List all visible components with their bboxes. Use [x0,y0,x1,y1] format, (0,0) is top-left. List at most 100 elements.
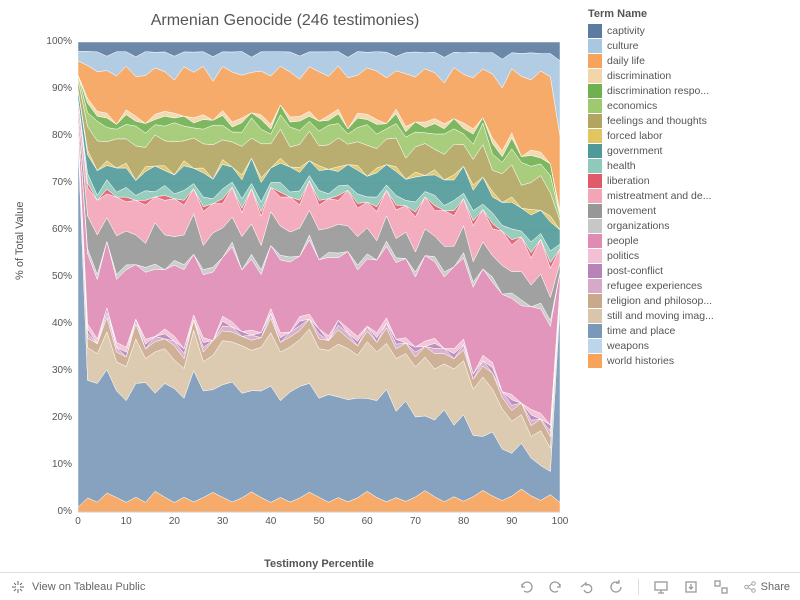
legend-item[interactable]: feelings and thoughts [588,114,788,128]
legend-item[interactable]: discrimination [588,69,788,83]
legend-item[interactable]: liberation [588,174,788,188]
y-tick: 90% [42,83,72,94]
chart-title: Armenian Genocide (246 testimonies) [0,12,570,30]
revert-icon[interactable] [578,579,594,595]
legend-label: still and moving imag... [607,310,714,322]
x-axis-label: Testimony Percentile [78,558,560,570]
chart-plot-area [78,42,560,532]
x-tick: 70 [403,516,427,527]
y-tick: 60% [42,224,72,235]
legend-label: people [607,235,639,247]
legend-label: weapons [607,340,649,352]
legend-swatch [588,114,602,128]
legend-item[interactable]: refugee experiences [588,279,788,293]
legend-swatch [588,354,602,368]
legend-item[interactable]: time and place [588,324,788,338]
y-tick: 40% [42,318,72,329]
legend-swatch [588,54,602,68]
legend-swatch [588,204,602,218]
undo-icon[interactable] [518,579,534,595]
legend-label: movement [607,205,656,217]
y-tick: 80% [42,130,72,141]
legend-label: religion and philosop... [607,295,712,307]
x-tick: 20 [162,516,186,527]
legend-swatch [588,24,602,38]
legend-label: time and place [607,325,675,337]
legend-swatch [588,294,602,308]
legend-swatch [588,69,602,83]
legend-label: culture [607,40,639,52]
x-tick: 100 [548,516,572,527]
legend-swatch [588,309,602,323]
legend-item[interactable]: mistreatment and de... [588,189,788,203]
legend-item[interactable]: people [588,234,788,248]
legend-title: Term Name [588,8,788,20]
legend-swatch [588,189,602,203]
legend-label: economics [607,100,657,112]
share-icon [743,580,757,594]
legend-label: discrimination respo... [607,85,709,97]
x-tick: 90 [500,516,524,527]
x-tick: 60 [355,516,379,527]
y-tick: 100% [42,36,72,47]
legend-label: liberation [607,175,650,187]
y-axis-label: % of Total Value [14,202,26,280]
y-tick: 50% [42,271,72,282]
tableau-icon [10,579,26,595]
legend-item[interactable]: economics [588,99,788,113]
y-tick: 10% [42,459,72,470]
legend-item[interactable]: forced labor [588,129,788,143]
refresh-icon[interactable] [608,579,624,595]
legend-label: world histories [607,355,674,367]
legend-item[interactable]: post-conflict [588,264,788,278]
legend-label: forced labor [607,130,662,142]
x-tick: 30 [211,516,235,527]
legend-swatch [588,84,602,98]
share-button[interactable]: Share [743,580,790,594]
fullscreen-icon[interactable] [713,579,729,595]
x-tick: 80 [452,516,476,527]
legend-swatch [588,339,602,353]
download-icon[interactable] [683,579,699,595]
legend-label: daily life [607,55,645,67]
legend-item[interactable]: world histories [588,354,788,368]
presentation-icon[interactable] [653,579,669,595]
legend-swatch [588,264,602,278]
legend-item[interactable]: captivity [588,24,788,38]
legend-label: government [607,145,662,157]
legend-item[interactable]: discrimination respo... [588,84,788,98]
legend-label: refugee experiences [607,280,702,292]
legend-swatch [588,99,602,113]
legend-swatch [588,129,602,143]
legend-item[interactable]: organizations [588,219,788,233]
y-tick: 30% [42,365,72,376]
legend-label: feelings and thoughts [607,115,707,127]
legend-item[interactable]: still and moving imag... [588,309,788,323]
legend-label: post-conflict [607,265,663,277]
legend-item[interactable]: weapons [588,339,788,353]
toolbar-divider [638,579,639,595]
y-tick: 20% [42,412,72,423]
legend-label: mistreatment and de... [607,190,711,202]
legend-item[interactable]: movement [588,204,788,218]
legend-item[interactable]: politics [588,249,788,263]
legend-swatch [588,174,602,188]
legend-swatch [588,234,602,248]
y-tick: 70% [42,177,72,188]
toolbar-text: View on Tableau Public [32,581,145,593]
legend-item[interactable]: religion and philosop... [588,294,788,308]
legend-item[interactable]: culture [588,39,788,53]
legend-label: discrimination [607,70,671,82]
legend-item[interactable]: daily life [588,54,788,68]
share-label: Share [761,581,790,593]
redo-icon[interactable] [548,579,564,595]
legend-label: captivity [607,25,645,37]
legend-swatch [588,159,602,173]
legend-item[interactable]: health [588,159,788,173]
legend-item[interactable]: government [588,144,788,158]
tableau-logo-link[interactable]: View on Tableau Public [10,579,145,595]
legend: Term Name captivity culture daily life disc… [588,8,788,369]
x-tick: 0 [66,516,90,527]
legend-swatch [588,39,602,53]
tableau-toolbar: View on Tableau Public Share [0,572,800,600]
